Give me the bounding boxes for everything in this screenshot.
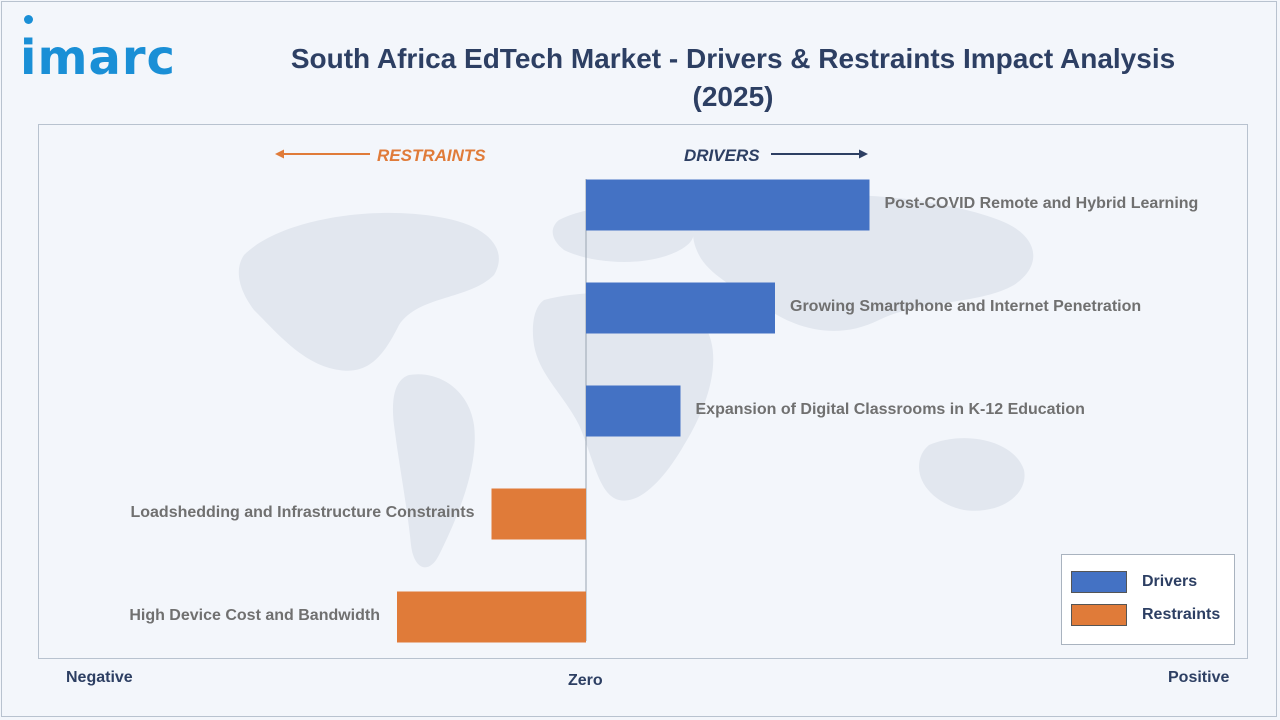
plot-area bbox=[38, 124, 1248, 659]
legend-swatch-restraints bbox=[1071, 604, 1127, 626]
drivers-direction-label: DRIVERS bbox=[684, 146, 760, 165]
bar-restraint-4 bbox=[397, 591, 586, 643]
bar-driver-2 bbox=[586, 385, 681, 437]
bar-label-2: Expansion of Digital Classrooms in K-12 … bbox=[695, 401, 1085, 418]
legend-label-restraints: Restraints bbox=[1142, 606, 1221, 623]
restraints-arrow-icon bbox=[275, 149, 370, 159]
chart-title: South Africa EdTech Market - Drivers & R… bbox=[290, 43, 1176, 112]
bar-restraint-3 bbox=[491, 488, 586, 540]
bar-label-1: Growing Smartphone and Internet Penetrat… bbox=[790, 298, 1142, 315]
axis-zero-label: Zero bbox=[568, 672, 603, 689]
bar-label-4: High Device Cost and Bandwidth bbox=[129, 607, 380, 624]
legend-label-drivers: Drivers bbox=[1142, 573, 1198, 590]
legend-swatch-drivers bbox=[1071, 571, 1127, 593]
axis-negative-label: Negative bbox=[66, 669, 133, 686]
imarc-logo: imarc bbox=[20, 30, 176, 86]
bar-label-3: Loadshedding and Infrastructure Constrai… bbox=[130, 504, 475, 521]
logo-dot bbox=[24, 15, 33, 24]
bar-driver-1 bbox=[586, 282, 775, 334]
legend: Drivers Restraints bbox=[1061, 554, 1235, 645]
bar-label-0: Post-COVID Remote and Hybrid Learning bbox=[884, 195, 1199, 212]
axis-positive-label: Positive bbox=[1168, 669, 1230, 686]
drivers-arrow-icon bbox=[771, 149, 868, 159]
restraints-direction-label: RESTRAINTS bbox=[377, 146, 486, 165]
world-map-watermark bbox=[238, 194, 1034, 568]
bar-driver-0 bbox=[586, 179, 870, 231]
bars-layer bbox=[397, 179, 870, 643]
